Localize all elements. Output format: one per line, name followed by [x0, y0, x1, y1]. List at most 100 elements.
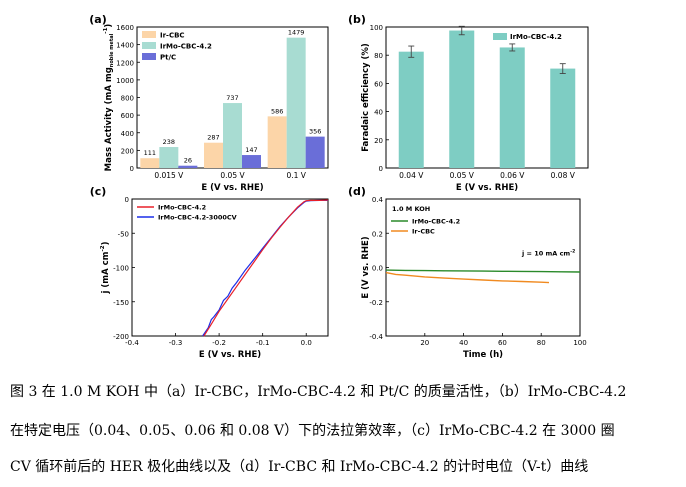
panel-a-bar-data-label: 111: [144, 149, 156, 157]
panel-b-bar: [449, 30, 475, 169]
panel-c-y-axis-label: j (mA cm-2): [100, 241, 111, 294]
panel-c-y-tick-label: -150: [113, 299, 129, 307]
panel-a-bar: [223, 103, 242, 168]
panel-b-legend-swatch: [493, 33, 507, 40]
panel-a-y-tick-label: 1200: [116, 59, 134, 67]
panel-b-y-tick-label: 100: [370, 24, 383, 32]
panel-b-y-axis-label: Faradaic efficiency (%): [361, 43, 371, 152]
panel-b-y-tick-label: 60: [374, 80, 383, 88]
panel-b-x-axis-label: E (V vs. RHE): [456, 183, 518, 193]
panel-b-x-tick-label: 0.08 V: [551, 171, 576, 180]
panel-c-series-line: [203, 199, 329, 337]
panel-a-x-tick-label: 0.015 V: [154, 171, 184, 180]
panel-a-legend-swatch: [142, 53, 156, 60]
panel-c-x-tick-label: -0.2: [212, 339, 226, 347]
panel-a-x-tick-label: 0.05 V: [220, 171, 245, 180]
panel-d-series-line: [385, 269, 581, 273]
panel-a-bar-data-label: 238: [163, 138, 175, 146]
panel-a-bar: [178, 165, 198, 168]
panel-c-x-tick-label: -0.3: [169, 339, 183, 347]
panel-c-y-tick-label: -50: [118, 230, 129, 238]
panel-a-bar-data-label: 586: [271, 107, 283, 115]
panel-b-bar: [398, 51, 424, 168]
panel-b-legend-label: IrMo-CBC-4.2: [510, 33, 562, 41]
panel-a-bar: [305, 136, 325, 168]
panel-d-annotation-current-density: j = 10 mA cm-2: [521, 249, 575, 258]
panel-d-y-tick-label: -0.4: [369, 333, 383, 341]
panel-d-legend-label: IrMo-CBC-4.2: [412, 218, 460, 226]
figure-caption-line-2: 在特定电压（0.04、0.05、0.06 和 0.08 V）下的法拉第效率，（c…: [10, 423, 615, 439]
panel-d-x-tick-label: 80: [537, 339, 546, 347]
panel-a-y-axis-label: Mass Activity (mA mgnoble metal-1): [103, 24, 115, 172]
panel-a-bar: [159, 147, 179, 168]
panel-a-y-tick-label: 200: [121, 147, 134, 155]
panel-b-x-tick-label: 0.06 V: [500, 171, 525, 180]
panel-d-y-tick-label: 0.0: [372, 265, 383, 273]
panel-d-x-tick-label: 60: [498, 339, 507, 347]
panel-d-annotation-electrolyte: 1.0 M KOH: [392, 205, 430, 213]
panel-c-letter: (c): [90, 185, 107, 198]
panel-b-y-tick-label: 20: [374, 137, 383, 145]
panel-b-plot-frame: [385, 26, 589, 169]
panel-a-legend-label: IrMo-CBC-4.2: [160, 43, 212, 51]
panel-c-y-tick-label: -100: [113, 265, 129, 273]
panel-a-bar-data-label: 1479: [288, 29, 305, 37]
panel-d-chronopotentiometry-chart: (d) -0.4 -0.2 0.0 0.2 0.4 20 40 60 80 100 Time (h) E…: [348, 185, 587, 360]
panel-a-y-tick-label: 1400: [116, 42, 134, 50]
panel-a-y-tick-label: 1000: [116, 77, 134, 85]
panel-a-legend-swatch: [142, 31, 156, 38]
panel-a-legend-swatch: [142, 42, 156, 49]
panel-a-legend-label: Pt/C: [160, 54, 176, 62]
panel-a-bar: [242, 155, 261, 168]
panel-c-polarization-chart: (c) -200 -150 -100 -50 0 -0.4 -0.3 -0.2 -0.1 0.0 E …: [90, 185, 329, 360]
panel-a-x-tick-label: 0.1 V: [286, 171, 306, 180]
panel-a-mass-activity-chart: (a) 0 200 400 600 800 1000 1200 1400 1600 0.015 V 1…: [89, 13, 329, 193]
panel-c-x-axis-label: E (V vs. RHE): [199, 350, 261, 360]
panel-a-x-axis-label: E (V vs. RHE): [201, 183, 263, 193]
panel-a-bar-data-label: 356: [309, 128, 321, 136]
panel-a-bar-data-label: 737: [226, 94, 238, 102]
panel-a-y-tick-label: 1600: [116, 24, 134, 32]
panel-a-y-tick-label: 800: [121, 95, 134, 103]
panel-a-legend-label: Ir-CBC: [160, 32, 185, 40]
panel-c-legend-label: IrMo-CBC-4.2: [158, 204, 206, 212]
panel-a-bar-data-label: 147: [245, 146, 257, 154]
panel-c-y-tick-label: 0: [125, 196, 129, 204]
panel-a-y-tick-label: 600: [121, 112, 134, 120]
panel-d-y-tick-label: -0.2: [369, 299, 383, 307]
panel-a-y-tick-label: 0: [130, 165, 134, 173]
panel-b-y-tick-label: 40: [374, 109, 383, 117]
panel-c-x-tick-label: -0.4: [125, 339, 139, 347]
panel-c-x-tick-label: -0.1: [256, 339, 270, 347]
panel-a-bar: [204, 142, 223, 168]
panel-d-series-line: [385, 271, 550, 284]
panel-a-bar: [286, 37, 306, 169]
panel-c-x-tick-label: 0.0: [301, 339, 312, 347]
panel-b-faradaic-efficiency-chart: (b) 0 20 40 60 80 100 0.04 V 0.05 V 0.06 V 0.08 V E…: [348, 13, 589, 193]
panel-d-legend-label: Ir-CBC: [412, 228, 435, 236]
panel-d-x-tick-label: 100: [573, 339, 586, 347]
panel-a-bar-data-label: 26: [184, 157, 192, 165]
panel-a-y-tick-label: 400: [121, 130, 134, 138]
panel-d-x-tick-label: 40: [459, 339, 468, 347]
panel-a-bar: [267, 116, 287, 168]
panel-c-legend-label: IrMo-CBC-4.2-3000CV: [158, 214, 237, 222]
panel-b-y-tick-label: 0: [379, 165, 383, 173]
figure-caption-line-1: 图 3 在 1.0 M KOH 中（a）Ir-CBC，IrMo-CBC-4.2 …: [10, 384, 627, 400]
panel-d-y-tick-label: 0.4: [372, 196, 384, 204]
panel-d-y-tick-label: 0.2: [372, 230, 383, 238]
panel-a-bar: [140, 158, 160, 168]
panel-a-letter: (a): [89, 13, 106, 26]
panel-b-x-tick-label: 0.05 V: [450, 171, 475, 180]
panel-b-letter: (b): [348, 13, 366, 26]
panel-d-x-tick-label: 20: [420, 339, 429, 347]
panel-b-y-tick-label: 80: [374, 52, 383, 60]
panel-d-y-axis-label: E (V vs. RHE): [361, 236, 371, 298]
panel-b-x-tick-label: 0.04 V: [399, 171, 424, 180]
panel-b-bar: [499, 47, 525, 168]
panel-d-letter: (d): [348, 185, 366, 198]
panel-d-x-axis-label: Time (h): [463, 350, 503, 360]
panel-b-bar: [550, 68, 576, 168]
panel-c-y-tick-label: -200: [113, 333, 129, 341]
